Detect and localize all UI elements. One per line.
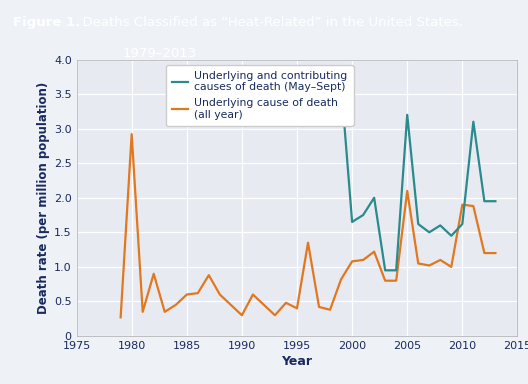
Text: Deaths Classified as “Heat-Related” in the United States,: Deaths Classified as “Heat-Related” in t… bbox=[74, 16, 463, 29]
Text: 1979–2013: 1979–2013 bbox=[122, 46, 197, 60]
X-axis label: Year: Year bbox=[281, 355, 313, 368]
Text: Figure 1.: Figure 1. bbox=[13, 16, 80, 29]
Legend: Underlying and contributing
causes of death (May–Sept), Underlying cause of deat: Underlying and contributing causes of de… bbox=[166, 65, 354, 126]
Y-axis label: Death rate (per million population): Death rate (per million population) bbox=[37, 82, 50, 314]
